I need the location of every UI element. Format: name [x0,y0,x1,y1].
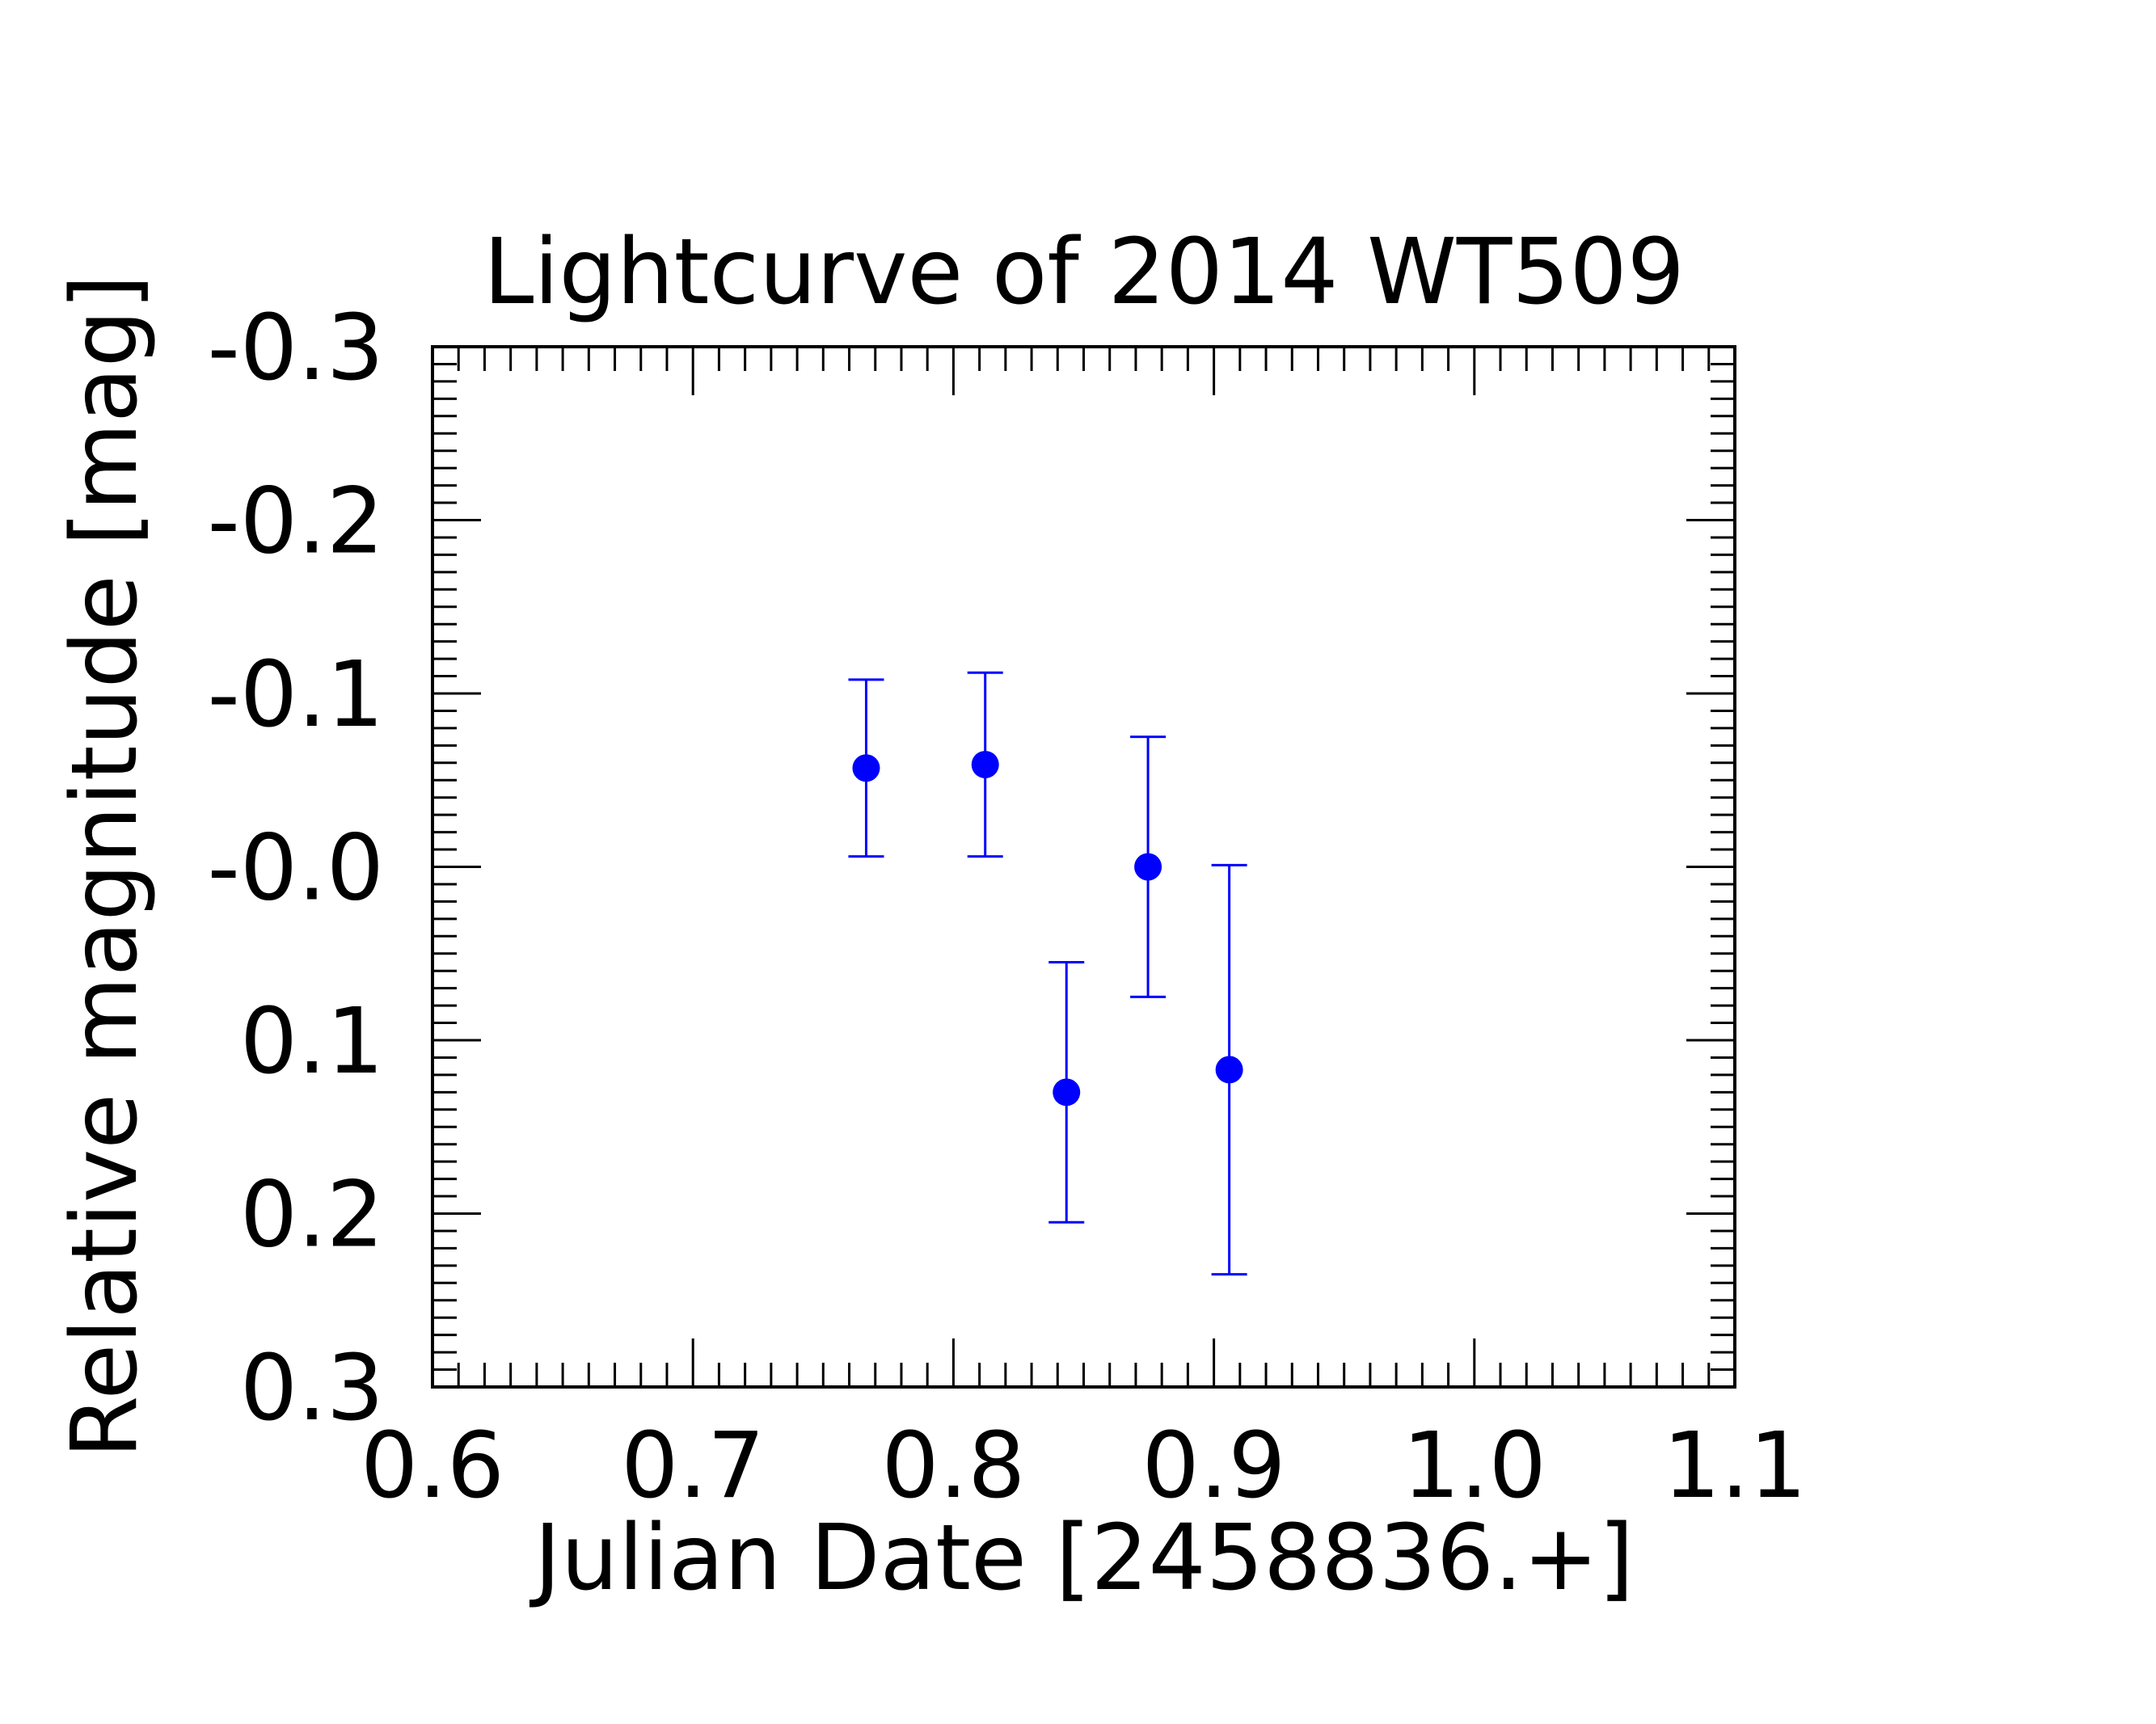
data-point [848,678,884,858]
data-marker [1215,1056,1243,1084]
y-tick-label: 0.3 [240,1336,384,1441]
y-axis-title: Relative magnitude [mag] [53,275,158,1459]
x-tick-label: 0.8 [881,1414,1025,1519]
data-marker [852,754,880,782]
x-tick-label: 1.0 [1403,1414,1546,1519]
plot-frame [431,345,1736,1389]
axis-ticks [431,345,1736,1389]
y-tick-label: -0.1 [207,643,384,748]
x-axis-title: Julian Date [2458836.+] [530,1506,1634,1611]
data-marker [971,750,999,778]
y-tick-label: -0.2 [207,470,384,575]
data-marker [1053,1078,1081,1106]
x-tick-label: 0.9 [1142,1414,1286,1519]
y-tick-label: -0.0 [207,816,384,921]
x-tick-label: 0.6 [361,1414,504,1519]
chart-title: Lightcurve of 2014 WT509 [483,220,1685,325]
y-tick-label: 0.1 [240,989,384,1094]
y-tick-label: 0.2 [240,1163,384,1268]
x-tick-labels: 0.6 0.7 0.8 0.9 1.0 1.1 [361,1414,1807,1519]
y-tick-labels: -0.3 -0.2 -0.1 -0.0 0.1 0.2 0.3 [207,296,384,1441]
x-tick-label: 0.7 [621,1414,765,1519]
data-point [1130,736,1167,998]
data-point [967,671,1003,858]
data-points [848,671,1247,1276]
data-point [1048,960,1085,1224]
data-marker [1134,853,1162,881]
y-tick-label: -0.3 [207,296,384,401]
data-point [1211,863,1247,1276]
x-tick-label: 1.1 [1663,1414,1807,1519]
